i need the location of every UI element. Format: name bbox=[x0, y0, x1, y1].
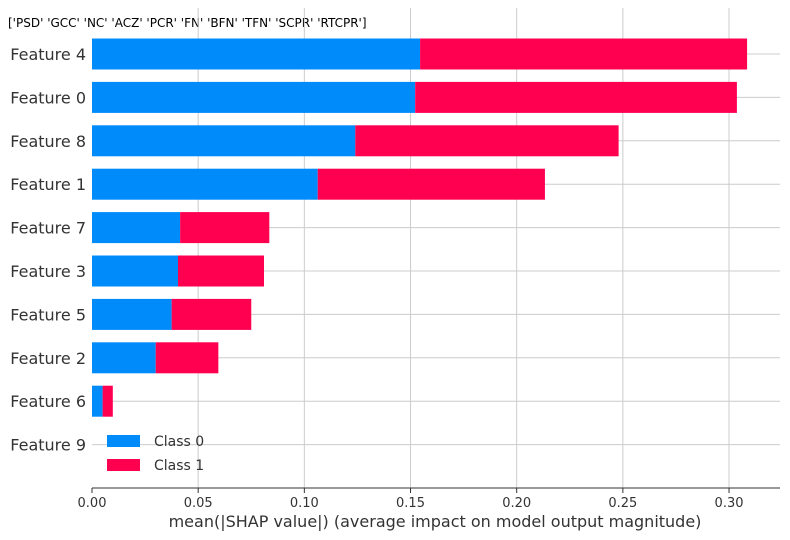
x-axis: 0.00 0.05 0.10 0.15 0.20 0.25 0.30 bbox=[78, 487, 780, 511]
bar-class-1 bbox=[415, 81, 737, 113]
feature-label: Feature 9 bbox=[10, 436, 86, 455]
x-tick-label: 0.20 bbox=[502, 496, 531, 511]
bar-class-1 bbox=[355, 125, 619, 157]
bar-class-0 bbox=[92, 385, 103, 417]
legend: Class 0 Class 1 bbox=[107, 434, 204, 474]
feature-label: Feature 2 bbox=[10, 349, 86, 368]
bar-class-0 bbox=[92, 255, 178, 287]
legend-swatch-class-0 bbox=[107, 435, 140, 447]
feature-label: Feature 7 bbox=[10, 219, 86, 238]
legend-label: Class 0 bbox=[154, 434, 204, 450]
feature-label: Feature 4 bbox=[10, 45, 86, 64]
bar-class-1 bbox=[180, 212, 270, 244]
x-tick-label: 0.00 bbox=[78, 496, 107, 511]
x-tick-label: 0.25 bbox=[608, 496, 637, 511]
bar-class-0 bbox=[92, 38, 421, 70]
grid-lines bbox=[92, 8, 780, 488]
bar-class-0 bbox=[92, 168, 318, 200]
feature-names-header: ['PSD' 'GCC' 'NC' 'ACZ' 'PCR' 'FN' 'BFN'… bbox=[8, 16, 367, 30]
bar-class-1 bbox=[317, 168, 545, 200]
bar-class-1 bbox=[178, 255, 264, 287]
legend-swatch-class-1 bbox=[107, 459, 140, 471]
x-tick-label: 0.05 bbox=[184, 496, 213, 511]
feature-label: Feature 6 bbox=[10, 392, 86, 411]
feature-labels: Feature 4 Feature 0 Feature 8 Feature 1 Feat… bbox=[10, 45, 86, 455]
bar-class-1 bbox=[155, 342, 219, 374]
x-axis-label: mean(|SHAP value|) (average impact on mo… bbox=[169, 512, 702, 531]
x-tick-label: 0.30 bbox=[715, 496, 744, 511]
bar-class-1 bbox=[171, 298, 252, 330]
bar-class-1 bbox=[420, 38, 748, 70]
feature-label: Feature 5 bbox=[10, 305, 86, 324]
bar-class-0 bbox=[92, 125, 356, 157]
bar-class-0 bbox=[92, 81, 416, 113]
bars bbox=[92, 38, 748, 417]
legend-label: Class 1 bbox=[154, 458, 204, 474]
bar-class-0 bbox=[92, 342, 156, 374]
x-tick-label: 0.15 bbox=[396, 496, 425, 511]
bar-class-0 bbox=[92, 298, 172, 330]
feature-label: Feature 8 bbox=[10, 132, 86, 151]
bar-class-1 bbox=[102, 385, 113, 417]
x-tick-label: 0.10 bbox=[290, 496, 319, 511]
bar-class-0 bbox=[92, 212, 181, 244]
feature-label: Feature 1 bbox=[10, 175, 86, 194]
feature-label: Feature 3 bbox=[10, 262, 86, 281]
feature-label: Feature 0 bbox=[10, 88, 86, 107]
